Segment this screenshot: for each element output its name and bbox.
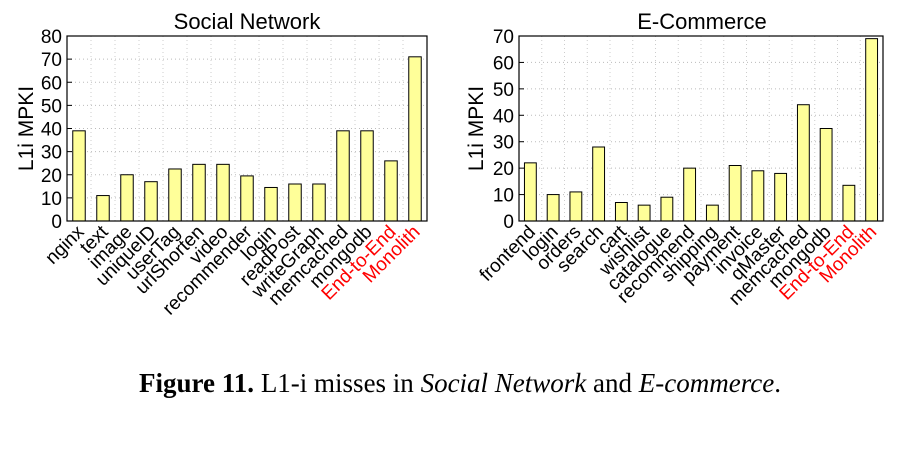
y-tick-label: 70	[41, 50, 62, 71]
bar-recommender	[240, 175, 254, 222]
y-tick-label: 60	[493, 53, 514, 74]
bar-monolith	[865, 38, 879, 222]
bar-wishlist	[637, 204, 651, 222]
bar-end-to-end	[384, 160, 398, 222]
y-tick-label: 30	[493, 133, 514, 154]
y-tick-label: 10	[41, 189, 62, 210]
bar-frontend	[523, 162, 537, 222]
bar-mongodb	[360, 130, 374, 222]
y-tick-label: 60	[41, 73, 62, 94]
bar-nginx	[72, 130, 86, 222]
chart-title: E-Commerce	[637, 9, 767, 34]
bar-orders	[569, 191, 583, 222]
bar-recommend	[683, 167, 697, 222]
bar-image	[120, 174, 134, 222]
bar-memcached	[336, 130, 350, 222]
y-tick-label: 0	[51, 212, 62, 233]
caption-text-middle: and	[586, 368, 639, 398]
caption-em-e-commerce: E-commerce	[638, 368, 775, 398]
y-tick-label: 50	[493, 80, 514, 101]
bar-search	[592, 146, 606, 222]
bar-invoice	[751, 170, 765, 222]
caption-label: Figure 11.	[139, 368, 255, 398]
chart-title: Social Network	[174, 9, 322, 34]
bar-text	[96, 195, 110, 222]
bar-mongodb	[819, 128, 833, 222]
bar-usertag	[168, 168, 182, 222]
bar-qmaster	[774, 172, 788, 222]
bar-login	[546, 194, 560, 222]
y-axis-label: L1i MPKI	[15, 86, 38, 171]
chart-e-commerce: 010203040506070frontendloginorderssearch…	[465, 9, 884, 310]
bar-writegraph	[312, 183, 326, 222]
y-tick-label: 70	[493, 27, 514, 48]
y-tick-label: 80	[41, 27, 62, 48]
caption-em-social-network: Social Network	[420, 368, 587, 398]
caption-text-before: L1-i misses in	[260, 368, 421, 398]
bar-end-to-end	[842, 184, 856, 222]
bar-urlshorten	[192, 163, 206, 222]
y-tick-label: 30	[41, 143, 62, 164]
bar-login	[264, 186, 278, 222]
chart-social-network: 01020304050607080nginxtextimageuniqueIDu…	[15, 9, 428, 319]
y-tick-label: 20	[41, 166, 62, 187]
y-tick-label: 40	[41, 120, 62, 141]
y-tick-label: 0	[503, 212, 514, 233]
figure-caption: Figure 11. L1-i misses in Social Network…	[0, 368, 920, 399]
plot-frame	[66, 35, 428, 222]
bar-payment	[728, 165, 742, 222]
y-tick-label: 50	[41, 96, 62, 117]
y-tick-label: 40	[493, 106, 514, 127]
bar-monolith	[408, 56, 422, 222]
bar-video	[216, 163, 230, 222]
bar-cart	[614, 202, 628, 222]
bar-uniqueid	[144, 181, 158, 222]
caption-text-after: .	[774, 368, 781, 398]
bar-readpost	[288, 183, 302, 222]
bar-catalogue	[660, 196, 674, 222]
plot-frame	[518, 35, 884, 222]
y-axis-label: L1i MPKI	[465, 86, 488, 171]
y-tick-label: 20	[493, 159, 514, 180]
bar-memcached	[796, 104, 810, 222]
bar-shipping	[705, 204, 719, 222]
y-tick-label: 10	[493, 186, 514, 207]
